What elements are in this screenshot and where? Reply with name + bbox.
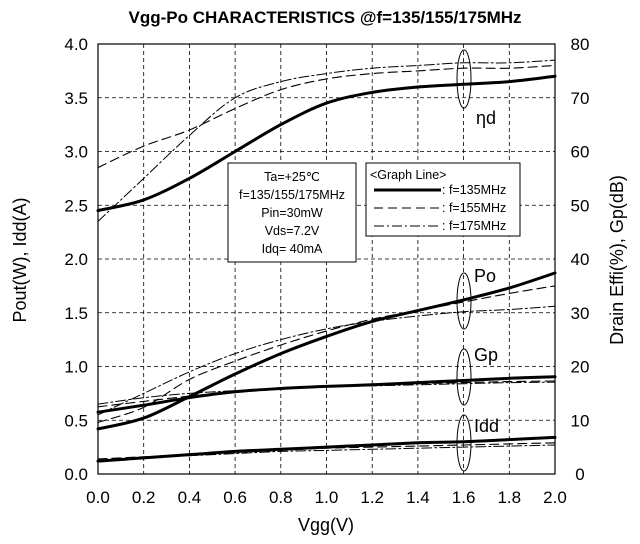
- legend-label-155: : f=155MHz: [442, 201, 506, 215]
- condition-idq: Idq= 40mA: [262, 242, 323, 256]
- y-tick-label: 4.0: [64, 35, 88, 54]
- legend-label-135: : f=135MHz: [442, 183, 506, 197]
- legend: <Graph Line> : f=135MHz : f=155MHz : f=1…: [365, 162, 521, 237]
- y-tick-label: 3.5: [64, 89, 88, 108]
- y-right-tick-label: 20: [571, 358, 590, 377]
- y-tick-label: 2.0: [64, 250, 88, 269]
- y-right-tick-label: 60: [571, 143, 590, 162]
- curve-label-eta: ηd: [476, 108, 496, 128]
- y-tick-label: 0.5: [64, 411, 88, 430]
- series-group: [96, 59, 557, 463]
- x-tick-label: 1.2: [360, 488, 384, 507]
- po-group-ellipse: [456, 272, 472, 330]
- eta-group-ellipse: [456, 49, 472, 109]
- x-tick-labels: 0.0 0.2 0.4 0.6 0.8 1.0 1.2 1.4 1.6 1.8 2.0: [86, 488, 567, 507]
- x-tick-label: 0.0: [86, 488, 110, 507]
- y-right-tick-label: 30: [571, 304, 590, 323]
- x-tick-label: 0.2: [132, 488, 156, 507]
- x-tick-label: 1.4: [406, 488, 430, 507]
- series-line-etad-dash: [97, 64, 556, 169]
- condition-freq: f=135/155/175MHz: [239, 188, 345, 202]
- series-line-po-dashdot: [97, 305, 556, 416]
- y-right-tick-label: 40: [571, 250, 590, 269]
- y-tick-label: 0.0: [64, 465, 88, 484]
- y-tick-label: 1.5: [64, 304, 88, 323]
- x-tick-label: 2.0: [543, 488, 567, 507]
- y-tick-labels: 0.0 0.5 1.0 1.5 2.0 2.5 3.0 3.5 4.0: [64, 35, 88, 484]
- series-line-idd-dashdot: [97, 444, 556, 461]
- gp-group-ellipse: [456, 348, 472, 406]
- series-line-etad-dashdot: [97, 59, 556, 222]
- y-tick-label: 3.0: [64, 143, 88, 162]
- series-line-po-dash: [97, 285, 556, 423]
- series-line-gp-dashdot: [97, 381, 556, 405]
- condition-vds: Vds=7.2V: [265, 224, 320, 238]
- x-axis-label: Vgg(V): [298, 515, 354, 535]
- grid: [98, 44, 555, 474]
- series-line-etad-solid: [96, 74, 557, 213]
- legend-frame: [365, 162, 521, 237]
- curve-label-gp: Gp: [474, 345, 498, 365]
- legend-label-175: : f=175MHz: [442, 219, 506, 233]
- x-tick-label: 0.8: [269, 488, 293, 507]
- series-line-po-solid: [96, 271, 557, 431]
- y-right-tick-label: 0: [575, 465, 584, 484]
- y-right-tick-label: 70: [571, 89, 590, 108]
- curve-label-idd: Idd: [474, 416, 499, 436]
- chart-title: Vgg-Po CHARACTERISTICS @f=135/155/175MHz: [128, 8, 521, 27]
- legend-title: <Graph Line>: [370, 168, 446, 182]
- x-tick-label: 1.6: [452, 488, 476, 507]
- x-tick-label: 0.4: [178, 488, 202, 507]
- y-tick-label: 2.5: [64, 196, 88, 215]
- y-right-tick-label: 50: [571, 196, 590, 215]
- conditions-box: Ta=+25℃ f=135/155/175MHz Pin=30mW Vds=7.…: [227, 162, 357, 263]
- x-tick-label: 0.6: [223, 488, 247, 507]
- y-right-tick-labels: 0 10 20 30 40 50 60 70 80: [571, 35, 590, 484]
- x-tick-label: 1.0: [315, 488, 339, 507]
- y-right-tick-label: 10: [571, 411, 590, 430]
- plot-frame: [97, 43, 556, 475]
- curve-label-po: Po: [474, 266, 496, 286]
- y-right-axis-label: Drain Effi(%), Gp(dB): [607, 175, 627, 345]
- y-right-tick-label: 80: [571, 35, 590, 54]
- conditions-box-frame: [227, 162, 357, 263]
- condition-temp: Ta=+25℃: [264, 170, 320, 184]
- condition-pin: Pin=30mW: [261, 206, 323, 220]
- y-tick-label: 1.0: [64, 358, 88, 377]
- idd-group-ellipse: [456, 414, 472, 472]
- y-axis-label: Pout(W), Idd(A): [10, 197, 30, 322]
- series-line-idd-dash: [97, 442, 556, 460]
- x-tick-label: 1.8: [497, 488, 521, 507]
